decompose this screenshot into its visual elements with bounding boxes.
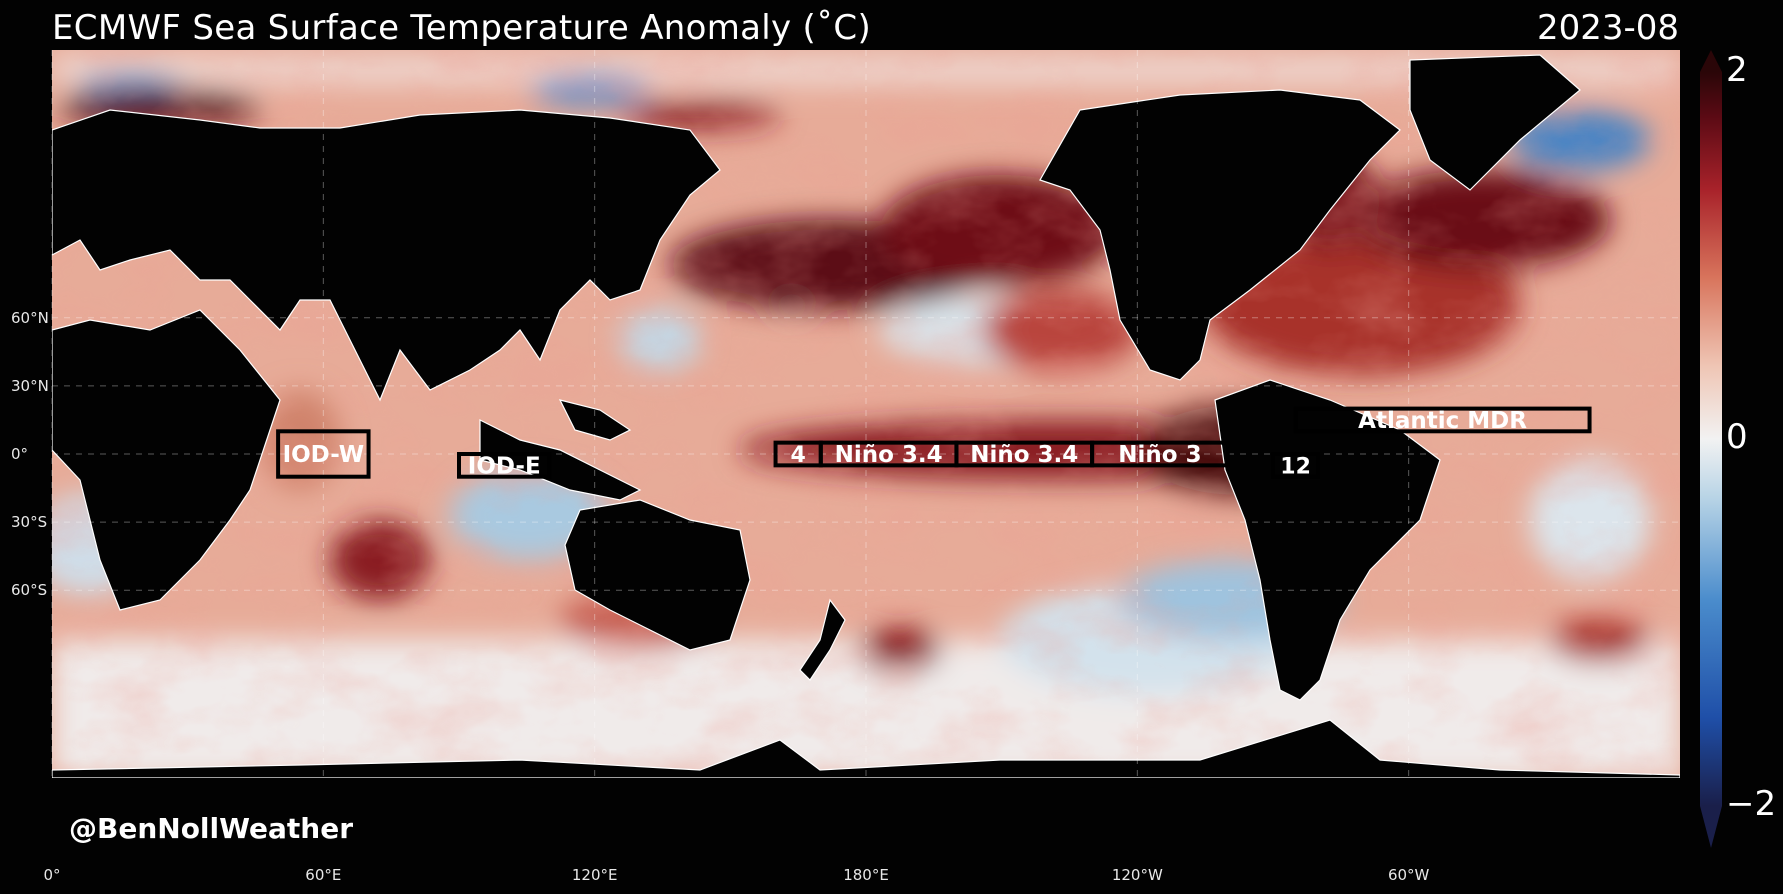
longitude-label: 60°E [305, 866, 342, 884]
colorbar-tick-label: 0 [1726, 417, 1748, 457]
region-box: Niño 3 [1090, 440, 1230, 468]
ocean-field [52, 50, 1680, 778]
region-label: IOD-W [283, 442, 365, 468]
graticule [51, 50, 1680, 778]
region-outline [276, 429, 371, 479]
region-label: 4 [791, 443, 806, 468]
region-label: Niño 3.4 [970, 442, 1078, 468]
latitude-label: 60°S [11, 581, 48, 600]
region-label: Niño 3 [1118, 442, 1201, 468]
region-outline [1271, 452, 1321, 479]
region-outline [457, 452, 552, 479]
longitude-label: 120°E [571, 866, 618, 884]
colorbar-max-arrow [1700, 50, 1722, 72]
map-title: ECMWF Sea Surface Temperature Anomaly (˚… [52, 8, 872, 48]
region-box: Niño 3.4 [818, 440, 959, 468]
latitude-label: 0° [11, 445, 29, 463]
colorbar-bar [1700, 72, 1722, 806]
latitude-label: 30°S [11, 513, 48, 532]
longitude-label: 180°E [843, 866, 889, 884]
region-box: IOD-E [457, 452, 552, 479]
region-label: Niño 3.4 [835, 442, 943, 468]
region-label: IOD-E [468, 453, 541, 479]
region-label: 12 [1280, 454, 1311, 479]
region-box: Atlantic MDR [1293, 406, 1592, 434]
colorbar-min-arrow [1700, 806, 1722, 848]
map-date: 2023-08 [1536, 8, 1679, 48]
longitude-label: 0° [43, 866, 61, 884]
region-outline [1090, 440, 1230, 468]
colorbar-tick-label: 2 [1726, 50, 1748, 90]
region-box: 12 [1271, 452, 1321, 479]
region-label: Atlantic MDR [1358, 408, 1527, 434]
colorbar-tick-label: −2 [1726, 784, 1777, 824]
region-outline [1293, 406, 1592, 434]
longitude-label: 120°W [1111, 866, 1163, 884]
credit-text: @BenNollWeather [69, 812, 354, 845]
region-box: Niño 3.4 [954, 440, 1095, 468]
region-box: IOD-W [276, 429, 371, 479]
longitude-label: 60°W [1387, 866, 1430, 884]
latitude-label: 30°N [11, 376, 49, 395]
latitude-label: 60°N [11, 308, 49, 327]
index-regions: IOD-W IOD-E 4 Niño 3.4 Niño 3.4 Niño 3 12 Atlan… [276, 406, 1592, 479]
colorbar [1700, 50, 1722, 848]
